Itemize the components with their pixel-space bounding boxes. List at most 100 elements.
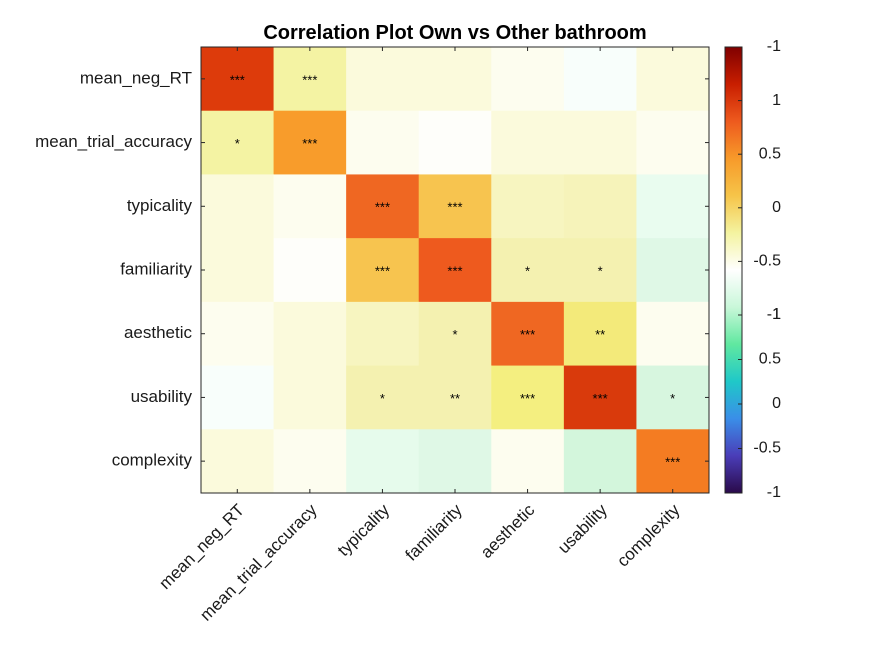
- heatmap-cell: [563, 47, 637, 112]
- colorbar-tick-label: -0.5: [753, 440, 781, 457]
- significance-marker: *: [525, 263, 530, 278]
- heatmap-cell: [418, 110, 492, 175]
- heatmap-cell: [346, 429, 420, 494]
- heatmap-cell: [636, 110, 710, 175]
- plot-frame: [200, 46, 710, 494]
- significance-marker: ***: [593, 391, 608, 406]
- row-label: complexity: [112, 451, 193, 470]
- heatmap-cell: [273, 110, 347, 175]
- colorbar: -110.50-0.5-110.50-0.5-1: [724, 38, 781, 501]
- heatmap-cell: [201, 110, 275, 175]
- heatmap-cell: [201, 365, 275, 430]
- heatmap-cell: [563, 238, 637, 303]
- colorbar-negative-gradient: [725, 270, 742, 493]
- significance-marker: ***: [665, 455, 680, 470]
- heatmap-cell: [346, 174, 420, 239]
- heatmap-cell: [273, 365, 347, 430]
- column-label: typicality: [334, 500, 394, 560]
- heatmap-cell: [491, 365, 565, 430]
- colorbar-tick-label: -0.5: [753, 253, 781, 270]
- significance-marker: ***: [302, 72, 317, 87]
- chart-title: Correlation Plot Own vs Other bathroom: [263, 22, 646, 44]
- heatmap-cell: [418, 429, 492, 494]
- row-label: typicality: [127, 196, 193, 215]
- row-tick-labels: mean_neg_RT mean_trial_accuracy typicality…: [35, 68, 709, 470]
- column-label: usability: [554, 500, 611, 557]
- row-label: aesthetic: [124, 323, 193, 342]
- heatmap-cell: [201, 429, 275, 494]
- colorbar-frame: [724, 46, 743, 494]
- heatmap-cell: [418, 47, 492, 112]
- heatmap-cell: [273, 174, 347, 239]
- heatmap-cell: [201, 301, 275, 367]
- heatmap-cell: [273, 429, 347, 494]
- significance-marker: ***: [520, 391, 535, 406]
- significance-marker: ***: [447, 200, 462, 215]
- significance-marker: *: [598, 263, 603, 278]
- significance-marker: ***: [375, 200, 390, 215]
- heatmap-cell: [346, 47, 420, 112]
- heatmap-cell: [491, 174, 565, 239]
- heatmap-cell: [418, 174, 492, 239]
- heatmap-cell: [491, 110, 565, 175]
- row-label: mean_neg_RT: [80, 68, 192, 87]
- colorbar-tick-label: 1: [772, 92, 781, 109]
- colorbar-tick-label: 0: [772, 199, 781, 216]
- heatmap-cell: [418, 365, 492, 430]
- significance-marker: **: [450, 391, 460, 406]
- significance-marker: *: [670, 391, 675, 406]
- colorbar-tick-label: 0.5: [759, 145, 781, 162]
- significance-marker: ***: [230, 72, 245, 87]
- heatmap-cell: [201, 238, 275, 303]
- colorbar-tick-label: -1: [767, 306, 781, 323]
- heatmap-cell: [491, 301, 565, 367]
- heatmap-cell: [346, 238, 420, 303]
- heatmap-cell: [491, 47, 565, 112]
- heatmap-cell: [636, 429, 710, 494]
- row-label: mean_trial_accuracy: [35, 132, 192, 151]
- significance-marker: *: [380, 391, 385, 406]
- colorbar-positive-gradient: [725, 47, 742, 270]
- significance-marker: ***: [375, 263, 390, 278]
- colorbar-tick-label: 0.5: [759, 351, 781, 368]
- heatmap-cell: [346, 301, 420, 367]
- significance-markers: *** **** ****** ****** *** * ** *** *** ** *** *** *…: [230, 72, 681, 469]
- heatmap-cell: [636, 47, 710, 112]
- row-label: usability: [131, 387, 193, 406]
- significance-marker: ***: [302, 136, 317, 151]
- heatmap-cell: [563, 174, 637, 239]
- heatmap-cell: [418, 301, 492, 367]
- significance-marker: ***: [520, 327, 535, 342]
- heatmap-cell: [636, 238, 710, 303]
- heatmap-cell: [273, 301, 347, 367]
- heatmap-cell: [346, 110, 420, 175]
- significance-marker: *: [452, 327, 457, 342]
- significance-marker: ***: [447, 263, 462, 278]
- heatmap-cell: [563, 110, 637, 175]
- heatmap-cell: [346, 365, 420, 430]
- heatmap-cell: [491, 429, 565, 494]
- heatmap-cell: [201, 47, 275, 112]
- column-label: complexity: [613, 500, 684, 571]
- heatmap-cell: [636, 301, 710, 367]
- heatmap-cell: [491, 238, 565, 303]
- significance-marker: **: [595, 327, 605, 342]
- heatmap-cell: [201, 174, 275, 239]
- colorbar-tick-label: -1: [767, 38, 781, 55]
- heatmap-cell: [563, 429, 637, 494]
- colorbar-tick-label: -1: [767, 484, 781, 501]
- heatmap-cell: [418, 238, 492, 303]
- heatmap-cell: [273, 238, 347, 303]
- row-label: familiarity: [120, 259, 192, 278]
- heatmap-cell: [563, 301, 637, 367]
- heatmap-cells: [201, 47, 710, 494]
- column-label: aesthetic: [477, 500, 539, 562]
- heatmap-cell: [636, 365, 710, 430]
- colorbar-tick-label: 1: [772, 306, 781, 323]
- significance-marker: *: [235, 136, 240, 151]
- colorbar-tick-label: 0: [772, 395, 781, 412]
- heatmap-cell: [636, 174, 710, 239]
- heatmap-cell: [273, 47, 347, 112]
- column-label: familiarity: [402, 500, 467, 565]
